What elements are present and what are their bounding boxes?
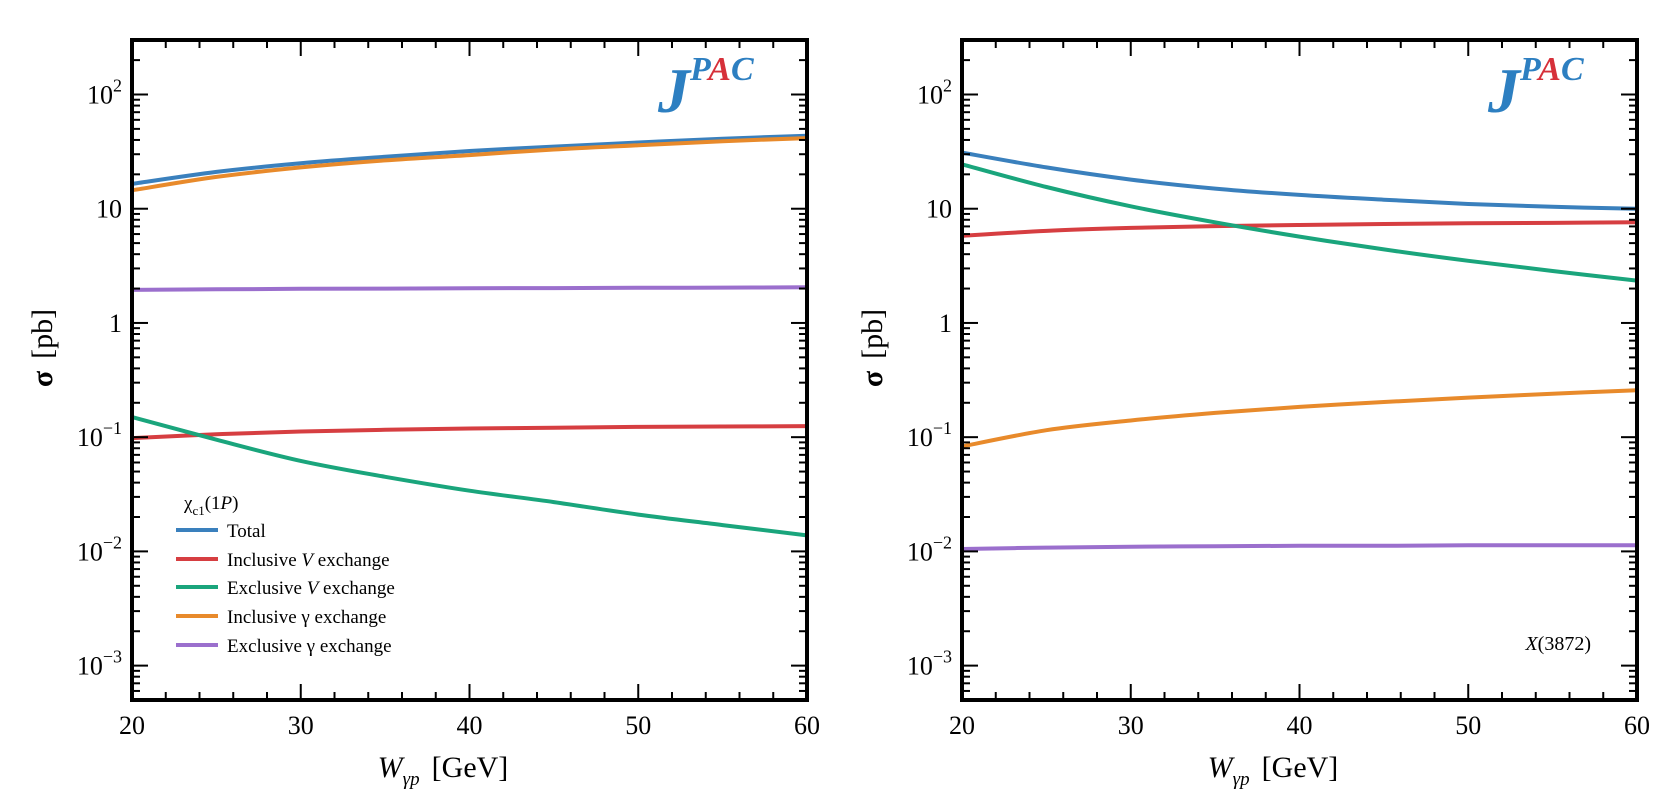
series-line-exclusive-v xyxy=(132,415,807,538)
right-y-axis-symbol: σ xyxy=(856,370,889,387)
x-tick-label: 40 xyxy=(1287,711,1313,740)
y-tick-label: 1 xyxy=(939,309,952,338)
series-line-total xyxy=(132,133,807,186)
left-plot-lines xyxy=(132,133,807,538)
legend-title-p: P xyxy=(220,493,233,514)
series-line-inclusive-gamma xyxy=(962,388,1637,449)
x-tick-label: 50 xyxy=(625,711,651,740)
legend-label-exclusive-gamma: Exclusive γ exchange xyxy=(227,636,392,657)
left-panel: 20 30 40 50 60 10−3 10−2 10−1 1 10 102 σ [pb] Wγp [G… xyxy=(26,38,820,790)
logo-p-letter: P xyxy=(689,51,711,88)
right-jpac-logo: JPAC xyxy=(1487,51,1584,126)
right-plot-lines xyxy=(962,150,1637,551)
left-x-axis-sub: γp xyxy=(403,769,420,790)
left-x-axis-unit: [GeV] xyxy=(432,751,509,784)
x-tick-label: 40 xyxy=(457,711,483,740)
left-tick-labels: 20 30 40 50 60 10−3 10−2 10−1 1 10 102 xyxy=(77,75,820,740)
y-tick-label: 10−1 xyxy=(907,418,952,452)
logo-c-letter: C xyxy=(1561,51,1584,88)
x-tick-label: 60 xyxy=(1624,711,1650,740)
x-tick-label: 20 xyxy=(119,711,145,740)
left-y-axis-label: σ [pb] xyxy=(26,309,59,387)
left-jpac-logo: JPAC xyxy=(657,51,754,126)
left-legend: χc1(1P) Total Inclusive V exchange Exclu… xyxy=(176,493,395,657)
series-line-exclusive-v xyxy=(962,162,1637,283)
y-tick-label: 10 xyxy=(926,195,952,224)
left-x-axis-label: Wγp [GeV] xyxy=(378,751,509,790)
logo-c-letter: C xyxy=(731,51,754,88)
logo-j-letter: J xyxy=(1487,55,1522,126)
series-line-exclusive-gamma xyxy=(132,285,807,292)
legend-label-exclusive-v: Exclusive V exchange xyxy=(227,578,395,599)
series-line-inclusive-gamma xyxy=(132,136,807,193)
y-tick-label: 10−3 xyxy=(907,647,952,681)
y-tick-label: 1 xyxy=(109,309,122,338)
series-line-inclusive-v xyxy=(962,220,1637,238)
right-plot-frame xyxy=(960,38,1639,702)
y-tick-label: 102 xyxy=(917,75,952,109)
legend-label-inclusive-v: Inclusive V exchange xyxy=(227,550,390,571)
right-tick-labels: 20 30 40 50 60 10−3 10−2 10−1 1 10 102 xyxy=(907,75,1650,740)
right-y-axis-label: σ [pb] xyxy=(856,309,889,387)
y-tick-label: 10−2 xyxy=(907,532,952,566)
left-y-axis-unit: [pb] xyxy=(26,309,59,359)
y-tick-label: 10 xyxy=(96,195,122,224)
annotation-rest: (3872) xyxy=(1538,633,1591,655)
right-x-axis-unit: [GeV] xyxy=(1262,751,1339,784)
right-x-axis-label: Wγp [GeV] xyxy=(1208,751,1339,790)
y-tick-label: 102 xyxy=(87,75,122,109)
y-tick-label: 10−2 xyxy=(77,532,122,566)
left-x-axis-var: W xyxy=(378,751,406,784)
series-line-exclusive-gamma xyxy=(962,543,1637,551)
legend-title-close: ) xyxy=(232,493,238,514)
right-axis-ticks xyxy=(961,39,1638,701)
y-tick-label: 10−3 xyxy=(77,647,122,681)
left-plot-frame xyxy=(130,38,809,702)
legend-label-inclusive-gamma: Inclusive γ exchange xyxy=(227,607,386,628)
annotation-x: X xyxy=(1524,633,1538,655)
right-x-axis-var: W xyxy=(1208,751,1236,784)
right-x-axis-sub: γp xyxy=(1233,769,1250,790)
x-tick-label: 50 xyxy=(1455,711,1481,740)
right-y-axis-unit: [pb] xyxy=(856,309,889,359)
x-tick-label: 30 xyxy=(288,711,314,740)
right-annotation: X(3872) xyxy=(1524,633,1591,655)
logo-a-letter: A xyxy=(1536,51,1561,88)
legend-title: χc1(1P) xyxy=(183,493,238,518)
x-tick-label: 60 xyxy=(794,711,820,740)
logo-a-letter: A xyxy=(706,51,731,88)
y-tick-label: 10−1 xyxy=(77,418,122,452)
x-tick-label: 30 xyxy=(1118,711,1144,740)
legend-title-sub: c1 xyxy=(192,503,204,518)
logo-p-letter: P xyxy=(1519,51,1541,88)
legend-title-paren: (1 xyxy=(205,493,221,514)
right-panel: 20 30 40 50 60 10−3 10−2 10−1 1 10 102 σ [pb] Wγp [G… xyxy=(856,38,1650,790)
logo-j-letter: J xyxy=(657,55,692,126)
series-line-inclusive-v xyxy=(132,424,807,441)
legend-label-total: Total xyxy=(227,521,266,542)
x-tick-label: 20 xyxy=(949,711,975,740)
left-y-axis-symbol: σ xyxy=(26,370,59,387)
series-line-total xyxy=(962,150,1637,211)
legend-title-chi: χ xyxy=(183,493,193,514)
